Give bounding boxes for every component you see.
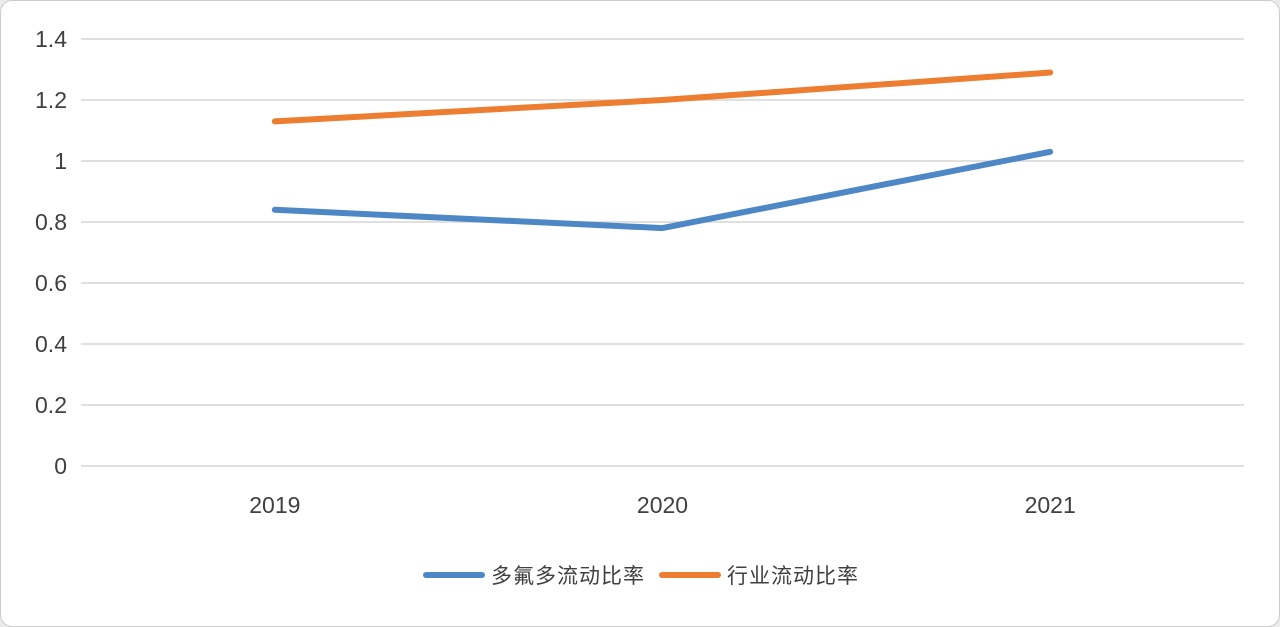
legend-line-blue-icon (423, 572, 485, 578)
y-tick-label: 0.6 (35, 270, 67, 296)
legend-label-duofuduo: 多氟多流动比率 (491, 565, 645, 588)
legend-line-orange-icon (659, 572, 721, 578)
x-tick-label: 2021 (1025, 492, 1076, 518)
y-tick-label: 1 (54, 148, 67, 174)
x-tick-label: 2020 (637, 492, 688, 518)
y-tick-label: 1.4 (35, 26, 67, 52)
y-tick-label: 0.2 (35, 392, 67, 418)
legend-item-industry: 行业流动比率 (659, 560, 859, 590)
legend-item-duofuduo: 多氟多流动比率 (423, 560, 645, 590)
legend-label-industry: 行业流动比率 (727, 565, 859, 588)
series-line-1 (271, 69, 1054, 125)
series-line-0 (271, 148, 1054, 232)
legend: 多氟多流动比率 行业流动比率 (1, 557, 1279, 593)
y-tick-label: 0.4 (35, 331, 67, 357)
y-tick-label: 0 (54, 453, 67, 479)
y-tick-label: 0.8 (35, 209, 67, 235)
x-tick-label: 2019 (249, 492, 300, 518)
y-tick-label: 1.2 (35, 87, 67, 113)
